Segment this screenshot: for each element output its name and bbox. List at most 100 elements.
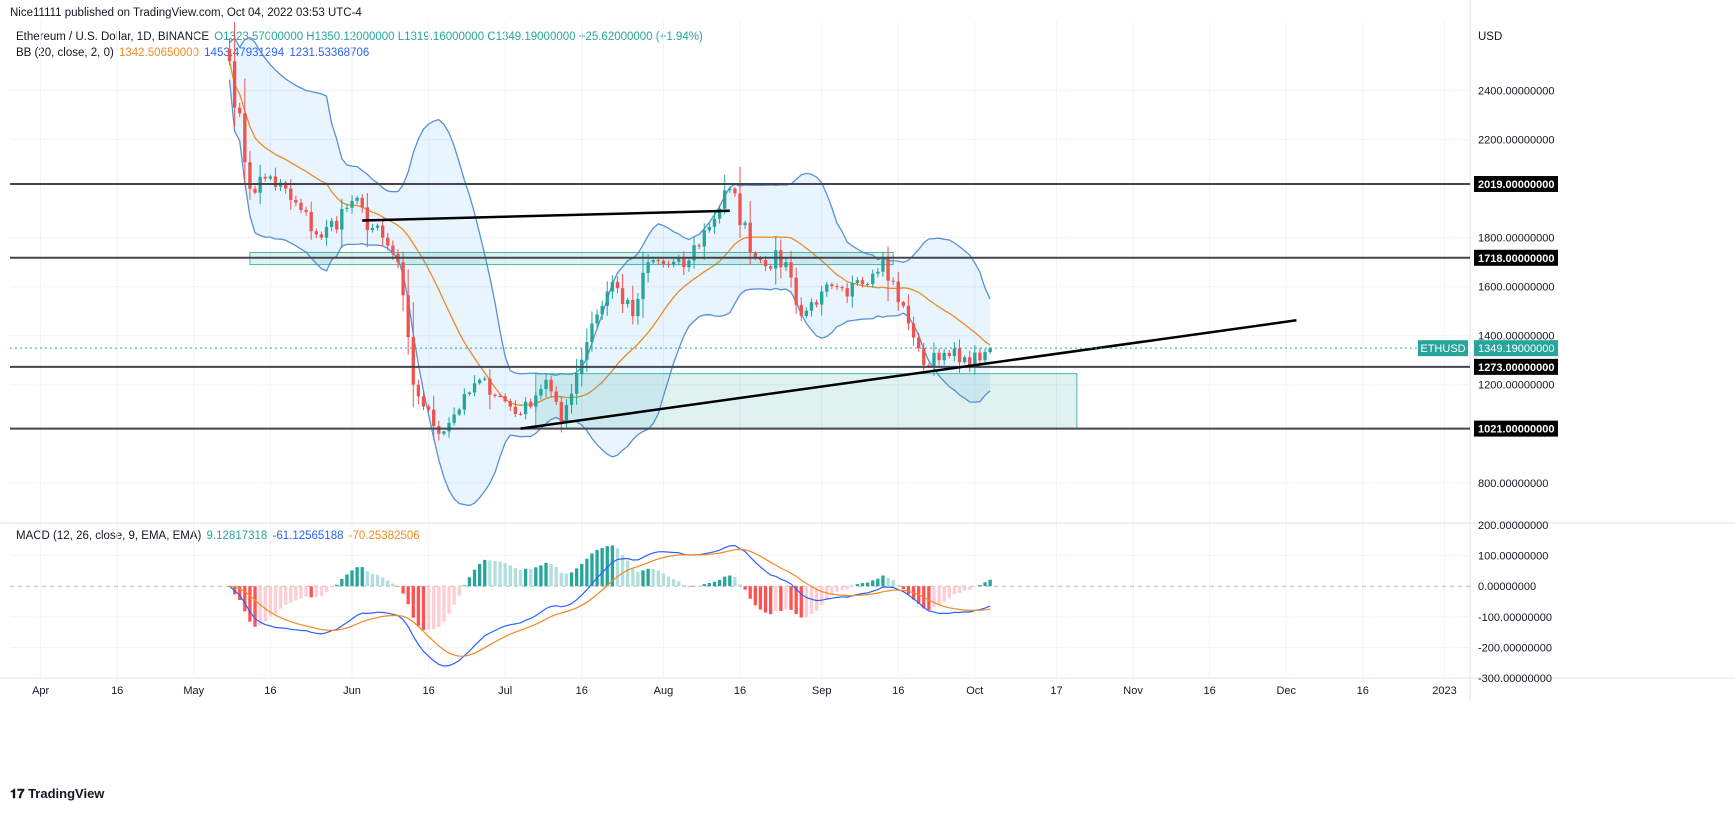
price-tick-label: 1200.00000000 [1478, 380, 1554, 392]
macd-histogram-bar [488, 560, 492, 587]
brand-name: TradingView [28, 786, 105, 801]
candle-body [324, 226, 329, 238]
macd-histogram-bar [952, 586, 957, 595]
candle-body [569, 393, 574, 405]
time-tick-label: 17 [1050, 685, 1062, 697]
macd-histogram-bar [421, 586, 426, 630]
macd-histogram-bar [784, 586, 788, 610]
candle-body [707, 226, 712, 231]
candle-body [983, 352, 987, 361]
symbol-tag [1418, 340, 1468, 357]
macd-histogram-bar [677, 581, 681, 587]
candle-body [442, 431, 446, 434]
candle-body [620, 288, 625, 305]
time-tick-label: 16 [111, 685, 123, 697]
time-tick-label: Sep [812, 685, 832, 697]
candle-body [590, 323, 594, 343]
time-tick-label: 16 [422, 685, 434, 697]
macd-histogram-bar [442, 586, 446, 622]
macd-histogram-bar [661, 573, 666, 587]
candle-body [513, 406, 518, 414]
macd-histogram-bar [529, 569, 533, 587]
candle-body [784, 262, 788, 268]
macd-histogram-bar [457, 586, 461, 596]
candle-body [335, 220, 339, 230]
macd-tick-label: 200.00000000 [1478, 520, 1548, 532]
macd-line-value: -61.12565188 [272, 530, 344, 542]
tradingview-logo[interactable]: 𝟏𝟕 TradingView [10, 786, 104, 802]
candle-body [845, 288, 849, 297]
candle-body [232, 61, 237, 108]
candle-body [416, 384, 421, 397]
candle-body [615, 281, 620, 289]
candle-body [365, 207, 370, 230]
macd-histogram-bar [386, 580, 390, 587]
macd-histogram-bar [324, 586, 329, 592]
time-tick-label: Aug [654, 685, 674, 697]
macd-histogram-bar [666, 576, 671, 587]
macd-histogram-bar [865, 582, 870, 587]
macd-histogram-bar [671, 579, 676, 587]
macd-histogram-bar [258, 586, 262, 625]
candle-body [238, 107, 242, 114]
macd-histogram-bar [738, 584, 742, 587]
macd-histogram-bar [901, 586, 906, 590]
candle-body [947, 352, 951, 356]
macd-histogram-bar [697, 586, 701, 587]
macd-histogram-bar [452, 586, 456, 605]
candle-body [809, 302, 814, 311]
level-price-tag [1474, 358, 1558, 375]
macd-histogram-bar [702, 584, 706, 587]
macd-histogram-bar [615, 548, 620, 587]
macd-histogram-bar [850, 586, 854, 587]
candle-body [682, 257, 686, 268]
macd-histogram-bar [814, 586, 819, 611]
last-price-tag [1474, 340, 1558, 357]
candle-body [763, 260, 768, 267]
candle-body [840, 287, 844, 289]
candle-body [610, 281, 615, 292]
candle-body [488, 378, 492, 395]
macd-histogram-bar [426, 586, 431, 630]
candle-body [253, 188, 257, 193]
macd-legend[interactable]: MACD (12, 26, close, 9, EMA, EMA) 9.1281… [16, 530, 422, 542]
macd-histogram-bar [355, 567, 359, 587]
candle-body [600, 305, 604, 315]
macd-histogram-bar [820, 586, 824, 606]
candle-body [284, 182, 288, 189]
macd-signal-value: -70.25382506 [348, 530, 420, 542]
symbol-legend[interactable]: Ethereum / U.S. Dollar, 1D, BINANCE O132… [16, 31, 705, 43]
candle-body [299, 202, 303, 211]
candle-body [677, 257, 681, 262]
candle-body [498, 395, 502, 397]
macd-histogram-bar [758, 586, 763, 610]
candle-body [493, 394, 497, 396]
candle-body [860, 280, 865, 285]
candle-body [534, 395, 538, 407]
time-tick-label: May [183, 685, 204, 697]
candle-body [268, 176, 273, 179]
candle-body [263, 176, 267, 179]
macd-histogram-bar [937, 586, 941, 606]
candle-body [804, 310, 809, 317]
candle-body [830, 284, 834, 287]
candle-body [472, 383, 477, 393]
price-tick-label: 2200.00000000 [1478, 135, 1554, 147]
candle-body [273, 176, 278, 187]
candle-body [483, 378, 487, 380]
macd-histogram-bar [733, 576, 737, 587]
level-price-label: 1273.00000000 [1478, 362, 1554, 374]
candle-body [605, 291, 609, 306]
macd-histogram-bar [432, 586, 436, 630]
candle-body [452, 414, 456, 423]
candle-body [855, 280, 860, 283]
candle-body [917, 337, 921, 349]
time-tick-label: Oct [966, 685, 983, 697]
candle-body [319, 234, 324, 238]
macd-histogram-bar [871, 580, 875, 587]
publisher-line: Nice11111 published on TradingView.com, … [10, 7, 362, 19]
bollinger-fill [229, 37, 991, 506]
macd-histogram-bar [590, 553, 594, 587]
candle-body [697, 245, 701, 247]
